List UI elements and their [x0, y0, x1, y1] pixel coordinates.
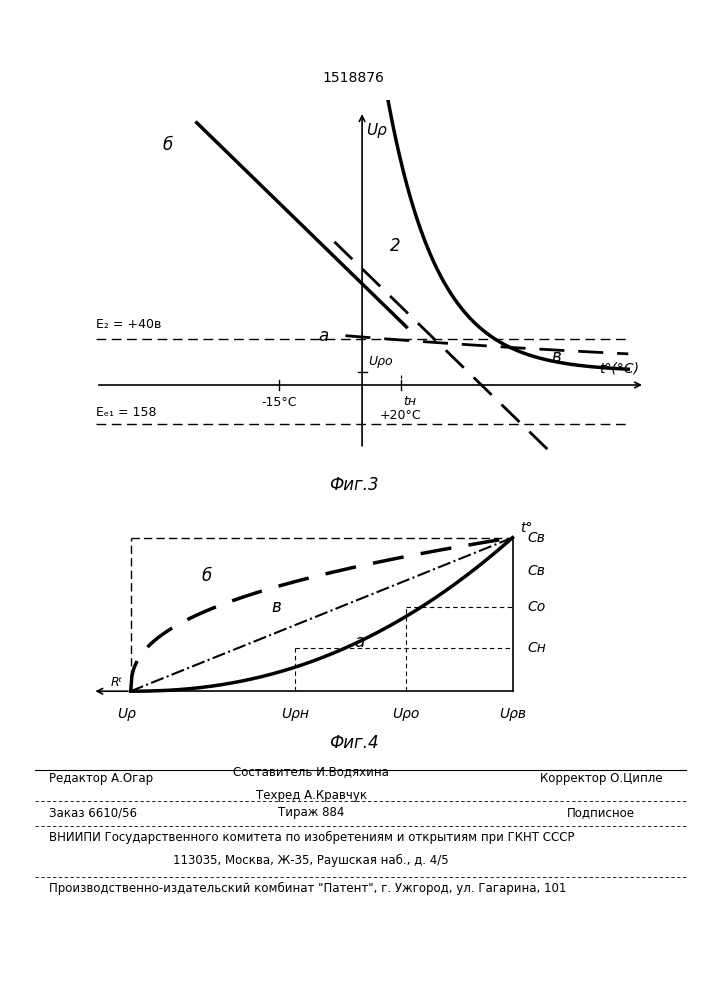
Text: 2: 2: [390, 237, 401, 255]
Text: Uρо: Uρо: [392, 707, 419, 721]
Text: Eₑ₁ = 158: Eₑ₁ = 158: [96, 406, 156, 420]
Text: Uρн: Uρн: [281, 707, 309, 721]
Text: Rᵗ: Rᵗ: [111, 676, 123, 688]
Text: ВНИИПИ Государственного комитета по изобретениям и открытиям при ГКНТ СССР: ВНИИПИ Государственного комитета по изоб…: [49, 831, 575, 844]
Text: б: б: [202, 567, 212, 585]
Text: Техред А.Кравчук: Техред А.Кравчук: [255, 788, 367, 802]
Text: Фиг.4: Фиг.4: [329, 734, 378, 752]
Text: E₂ = +40в: E₂ = +40в: [96, 318, 161, 331]
Text: 1518876: 1518876: [322, 71, 385, 85]
Text: Фиг.3: Фиг.3: [329, 476, 378, 494]
Text: tн: tн: [404, 395, 416, 408]
Text: +20°C: +20°C: [380, 409, 421, 422]
Text: Cв: Cв: [528, 564, 546, 578]
Text: Производственно-издательский комбинат "Патент", г. Ужгород, ул. Гагарина, 101: Производственно-издательский комбинат "П…: [49, 882, 567, 895]
Text: Uρ: Uρ: [366, 122, 387, 137]
Text: Тираж 884: Тираж 884: [278, 806, 344, 819]
Text: Uρо: Uρо: [369, 355, 393, 368]
Text: Редактор А.Огар: Редактор А.Огар: [49, 772, 153, 785]
Text: Cв: Cв: [528, 531, 546, 545]
Text: Корректор О.Ципле: Корректор О.Ципле: [539, 772, 662, 785]
Text: Составитель И.Водяхина: Составитель И.Водяхина: [233, 766, 389, 778]
Text: в: в: [271, 598, 281, 616]
Text: Uρв: Uρв: [499, 707, 526, 721]
Text: t°: t°: [520, 521, 532, 535]
Text: а: а: [355, 633, 365, 651]
Text: -15°C: -15°C: [261, 396, 297, 409]
Text: а: а: [318, 327, 329, 345]
Text: в: в: [551, 348, 561, 365]
Text: 113035, Москва, Ж-35, Раушская наб., д. 4/5: 113035, Москва, Ж-35, Раушская наб., д. …: [173, 854, 449, 867]
Text: Cн: Cн: [528, 641, 547, 655]
Text: Заказ 6610/56: Заказ 6610/56: [49, 806, 137, 819]
Text: Подписное: Подписное: [567, 806, 635, 819]
Text: Uρ: Uρ: [117, 707, 136, 721]
Text: t°(°C): t°(°C): [600, 362, 639, 376]
Text: Cо: Cо: [528, 600, 546, 614]
Text: б: б: [163, 136, 173, 154]
